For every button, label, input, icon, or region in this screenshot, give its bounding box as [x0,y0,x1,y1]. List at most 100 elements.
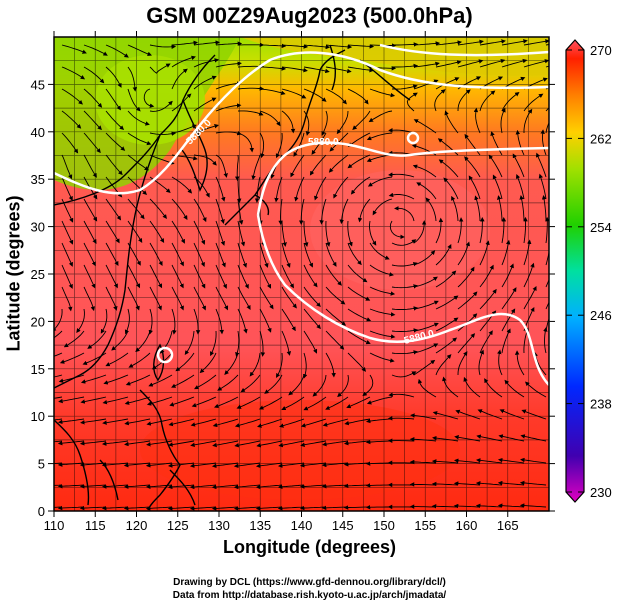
colorbar-tick-label: 238 [590,397,612,412]
streamline [473,107,481,134]
streamline [127,264,141,289]
streamline [148,308,153,335]
streamline [417,378,437,398]
streamline [193,220,206,245]
streamline [61,110,82,129]
streamline [212,440,239,448]
streamline [281,264,294,289]
streamline [545,216,549,244]
streamline [347,220,353,247]
streamline [124,418,151,426]
streamline [347,132,371,147]
x-tick-label: 150 [373,518,395,533]
streamline [100,308,108,334]
streamline [105,110,125,131]
streamline [234,440,261,448]
streamline [103,374,129,385]
streamline [215,41,243,46]
streamline [234,154,240,182]
y-tick-label: 35 [31,172,45,187]
streamline [545,301,549,310]
streamline [127,198,145,220]
streamline [457,217,464,244]
streamline [545,121,549,134]
streamline [303,88,327,102]
y-tick-label: 40 [31,125,45,140]
streamline [457,351,468,376]
figure-title: GSM 00Z29Aug2023 (500.0hPa) [146,3,473,28]
streamline [369,88,396,98]
streamline [281,44,309,49]
y-axis: 0 5 10 15 20 25 30 35 40 45 [31,77,555,519]
streamline [540,129,547,156]
streamline [455,409,481,420]
streamline [479,288,497,310]
streamline [501,91,520,112]
streamline [146,440,173,447]
streamline [329,132,349,152]
streamline [303,44,331,50]
streamline [391,371,417,378]
streamline [432,411,459,420]
streamline [543,327,548,354]
streamline [413,250,436,266]
streamline [281,242,291,268]
streamline [259,110,281,127]
streamline [322,418,349,427]
y-tick-label: 25 [31,267,45,282]
streamline [523,39,549,46]
streamline [171,374,195,388]
streamline [215,220,225,246]
streamline [474,195,481,222]
streamline [416,182,437,200]
streamline [294,176,305,202]
streamline [54,308,63,332]
streamline [325,352,336,378]
streamline [391,350,419,355]
streamline [105,154,123,176]
streamline [497,457,525,464]
streamline [215,81,242,90]
streamline [236,396,261,409]
contour-lines [54,43,549,386]
streamline [171,40,199,46]
streamline [83,154,97,178]
streamline [105,66,122,88]
streamline [369,308,396,317]
streamline [347,66,374,73]
streamline [135,330,151,353]
streamline [501,58,528,68]
streamline [215,61,242,68]
credit-drawing: Drawing by DCL (https://www.gfd-dennou.o… [173,577,446,588]
streamline [83,242,96,267]
streamline [237,220,246,247]
streamline [281,88,307,99]
streamline [464,156,481,178]
streamline [346,396,371,409]
streamline [501,39,528,46]
streamline [523,216,528,244]
contour-5880-northwest [54,51,549,195]
streamline [105,352,129,367]
streamline [333,176,349,199]
streamline [171,264,184,289]
streamline [303,352,308,379]
streamline [347,242,362,266]
streamline [514,350,525,376]
streamline [484,378,503,398]
streamline [366,132,393,141]
streamline [500,107,506,134]
streamline [457,241,470,266]
streamline [193,75,217,90]
streamline [457,291,478,310]
streamline [442,376,459,398]
streamline [347,88,369,105]
x-tick-label: 140 [291,518,313,533]
streamline [105,220,120,244]
streamline [369,352,395,363]
streamline [479,39,506,46]
streamline [61,44,87,54]
streamline [479,330,493,354]
streamline [249,352,261,377]
streamline [523,327,530,354]
